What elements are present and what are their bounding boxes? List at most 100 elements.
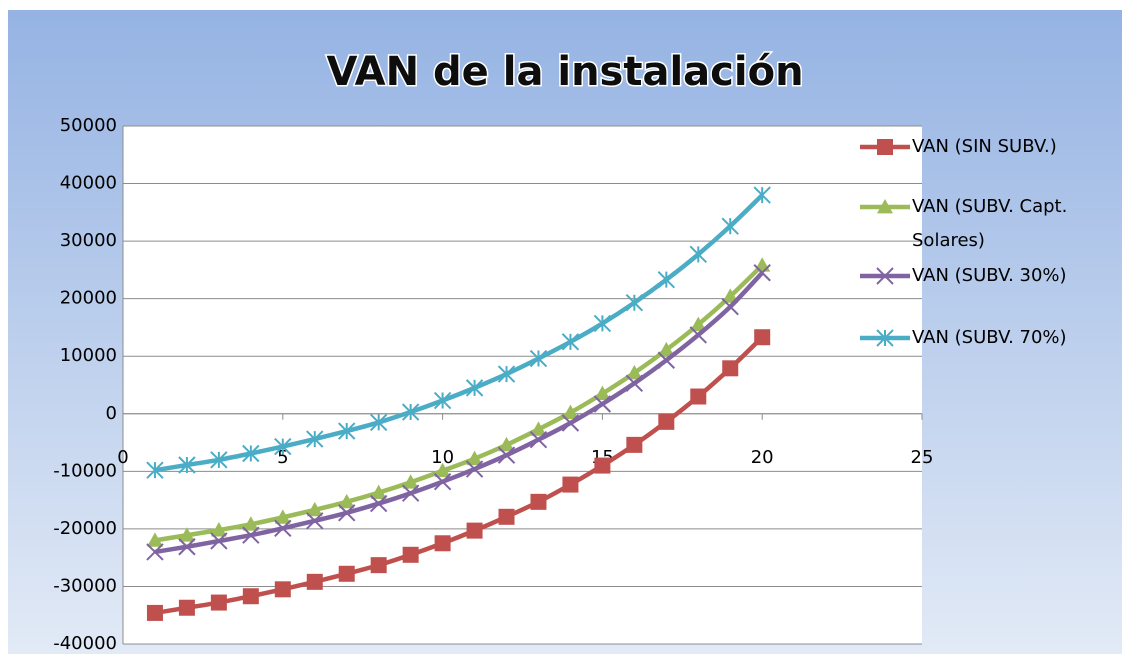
legend-item: VAN (SIN SUBV.): [860, 136, 1057, 157]
marker: [242, 444, 260, 463]
marker: [498, 508, 515, 525]
marker: [877, 139, 893, 155]
marker: [274, 581, 291, 598]
marker: [466, 450, 483, 466]
marker: [530, 493, 547, 510]
marker: [753, 186, 771, 204]
y-tick-label: -40000: [53, 633, 117, 654]
marker: [402, 474, 419, 489]
marker: [754, 329, 771, 346]
legend-label-box: VAN (SUBV. 30%): [912, 265, 1067, 286]
marker: [593, 395, 612, 413]
y-tick-label: 0: [106, 403, 117, 424]
marker: [306, 430, 324, 448]
marker: [210, 594, 227, 611]
marker: [626, 436, 643, 453]
marker: [722, 288, 739, 303]
marker: [753, 264, 771, 282]
marker: [242, 516, 259, 531]
marker: [433, 472, 452, 491]
legend-label: VAN (SUBV. 30%): [912, 265, 1067, 286]
marker: [657, 351, 676, 369]
marker: [401, 403, 420, 421]
marker: [465, 379, 484, 397]
y-tick-label: -30000: [53, 575, 117, 596]
marker: [689, 326, 707, 344]
marker: [210, 522, 227, 537]
legend-item: VAN (SUBV. Capt. Solares): [860, 196, 1068, 251]
marker: [146, 543, 164, 561]
legend-label: VAN (SIN SUBV.): [912, 136, 1057, 157]
marker: [178, 527, 195, 542]
marker: [338, 565, 355, 582]
marker: [306, 573, 323, 590]
marker: [562, 404, 579, 420]
marker: [594, 385, 611, 401]
marker: [466, 522, 483, 539]
marker: [561, 333, 580, 351]
marker: [242, 526, 260, 544]
y-tick-label: 10000: [60, 345, 117, 366]
marker: [210, 532, 228, 550]
marker: [369, 494, 388, 513]
marker: [690, 316, 707, 331]
marker: [658, 413, 675, 430]
marker: [402, 546, 419, 563]
marker: [178, 456, 196, 474]
marker: [690, 388, 707, 405]
marker: [210, 451, 228, 469]
marker: [338, 493, 355, 509]
x-tick-label: 25: [911, 447, 934, 468]
marker: [178, 599, 195, 616]
marker: [721, 217, 739, 235]
marker: [877, 199, 893, 214]
marker: [338, 422, 356, 440]
marker: [498, 436, 515, 452]
marker: [529, 430, 548, 449]
legend-label: VAN (SUBV. Capt. Solares): [912, 196, 1068, 251]
marker: [625, 374, 644, 392]
marker: [658, 341, 675, 357]
legend-label-box: VAN (SUBV. 70%): [912, 327, 1067, 348]
marker: [529, 349, 548, 368]
legend-label: VAN (SUBV. 70%): [912, 327, 1067, 348]
x-tick-label: 0: [117, 447, 128, 468]
marker: [594, 457, 611, 474]
marker: [530, 421, 547, 436]
marker: [274, 437, 292, 456]
chart-title: VAN de la instalación: [326, 49, 803, 95]
marker: [876, 267, 894, 285]
marker: [274, 509, 291, 524]
marker: [465, 460, 484, 478]
marker: [242, 588, 259, 605]
legend-label-box: VAN (SIN SUBV.): [912, 136, 1057, 157]
x-tick-label: 20: [751, 447, 774, 468]
marker: [497, 365, 516, 383]
marker: [401, 484, 420, 502]
marker: [146, 532, 163, 547]
marker: [561, 414, 580, 432]
marker: [497, 446, 516, 464]
marker: [721, 298, 739, 316]
marker: [306, 501, 323, 517]
legend-item: VAN (SUBV. 30%): [860, 265, 1067, 286]
marker: [146, 461, 164, 479]
legend-item: VAN (SUBV. 70%): [860, 327, 1067, 348]
y-tick-label: -10000: [53, 460, 117, 481]
y-tick-label: 20000: [60, 288, 117, 309]
marker: [369, 413, 388, 432]
marker: [562, 476, 579, 493]
marker: [274, 519, 292, 538]
marker: [626, 364, 643, 380]
marker: [433, 391, 452, 410]
marker: [593, 314, 612, 333]
x-tick-label: 5: [277, 447, 288, 468]
marker: [876, 329, 894, 347]
marker: [689, 245, 707, 264]
marker: [657, 270, 676, 289]
plot-area: [123, 126, 922, 644]
marker: [434, 462, 451, 478]
y-tick-label: 40000: [60, 173, 117, 194]
marker: [146, 604, 163, 621]
